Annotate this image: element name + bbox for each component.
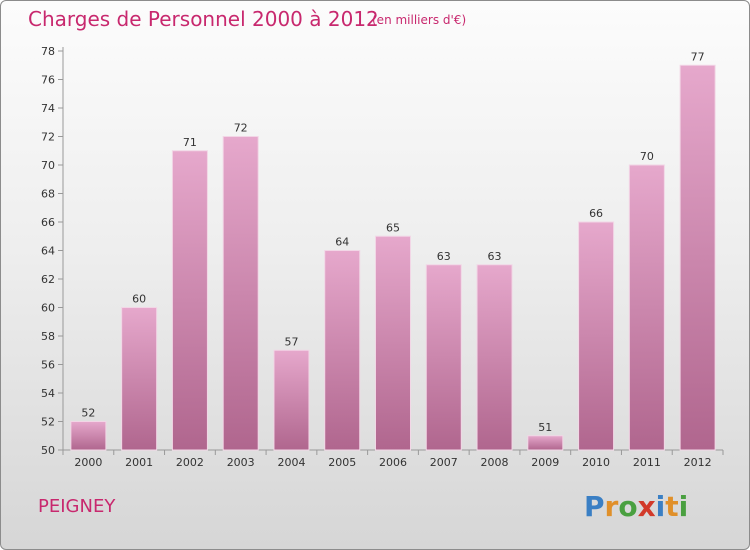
y-tick-label: 70 xyxy=(41,159,55,172)
y-tick-label: 74 xyxy=(41,102,55,115)
y-tick-label: 66 xyxy=(41,216,55,229)
bar xyxy=(324,250,361,451)
x-tick-label: 2001 xyxy=(125,456,153,469)
data-label: 57 xyxy=(284,335,298,348)
logo-letter: r xyxy=(604,490,619,523)
y-tick-label: 56 xyxy=(41,359,55,372)
logo-letter: t xyxy=(665,490,679,523)
data-label: 51 xyxy=(538,421,552,434)
y-tick-label: 54 xyxy=(41,387,55,400)
bar xyxy=(171,150,208,451)
x-tick-label: 2000 xyxy=(74,456,102,469)
data-label: 70 xyxy=(640,150,654,163)
x-tick-label: 2008 xyxy=(481,456,509,469)
bar xyxy=(222,136,259,451)
axes: 50 52 54 56 58 60 62 64 66 68 70 72 74 76 78 2000 2001 20… xyxy=(41,45,724,469)
y-tick-label: 52 xyxy=(41,416,55,429)
chart-subtitle: (en milliers d'€) xyxy=(372,13,467,27)
x-tick-label: 2007 xyxy=(430,456,458,469)
data-label: 71 xyxy=(183,136,197,149)
place-name: PEIGNEY xyxy=(38,496,116,517)
logo-letter: x xyxy=(637,490,656,523)
x-tick-label: 2009 xyxy=(531,456,559,469)
y-tick-label: 68 xyxy=(41,188,55,201)
chart-title: Charges de Personnel 2000 à 2012 xyxy=(28,7,379,31)
data-label: 63 xyxy=(437,250,451,263)
logo-letter: P xyxy=(584,490,605,523)
y-tick-label: 58 xyxy=(41,330,55,343)
bar xyxy=(70,421,107,451)
data-label: 65 xyxy=(386,221,400,234)
y-tick-label: 50 xyxy=(41,444,55,457)
bar xyxy=(375,235,411,451)
logo-letter: o xyxy=(618,490,638,523)
data-labels: 52 60 71 72 57 64 65 63 63 51 66 70 77 xyxy=(81,50,704,434)
y-tick-label: 76 xyxy=(41,74,55,87)
y-tick-label: 78 xyxy=(41,45,55,58)
data-label: 63 xyxy=(488,250,502,263)
data-label: 64 xyxy=(335,236,349,249)
y-tick-label: 62 xyxy=(41,273,55,286)
data-label: 77 xyxy=(691,50,705,63)
bar xyxy=(527,435,564,451)
bar xyxy=(273,349,310,451)
y-tick-label: 72 xyxy=(41,131,55,144)
data-label: 60 xyxy=(132,293,146,306)
bar xyxy=(578,221,615,451)
x-tick-label: 2006 xyxy=(379,456,407,469)
bar xyxy=(425,264,462,451)
data-label: 52 xyxy=(81,407,95,420)
x-tick-label: 2002 xyxy=(176,456,204,469)
x-tick-label: 2012 xyxy=(684,456,712,469)
bar xyxy=(679,64,716,451)
bar xyxy=(628,164,665,451)
proxiti-logo: Proxiti xyxy=(584,490,688,523)
bars xyxy=(70,64,716,451)
logo-letter: i xyxy=(655,490,666,523)
bar xyxy=(476,264,513,451)
x-tick-label: 2003 xyxy=(227,456,255,469)
data-label: 72 xyxy=(234,122,248,135)
x-tick-label: 2004 xyxy=(277,456,305,469)
x-tick-label: 2011 xyxy=(633,456,661,469)
data-label: 66 xyxy=(589,207,603,220)
logo-letter: i xyxy=(678,490,689,523)
x-tick-label: 2005 xyxy=(328,456,356,469)
y-tick-label: 60 xyxy=(41,302,55,315)
y-tick-label: 64 xyxy=(41,245,55,258)
x-tick-label: 2010 xyxy=(582,456,610,469)
bar xyxy=(121,307,158,451)
